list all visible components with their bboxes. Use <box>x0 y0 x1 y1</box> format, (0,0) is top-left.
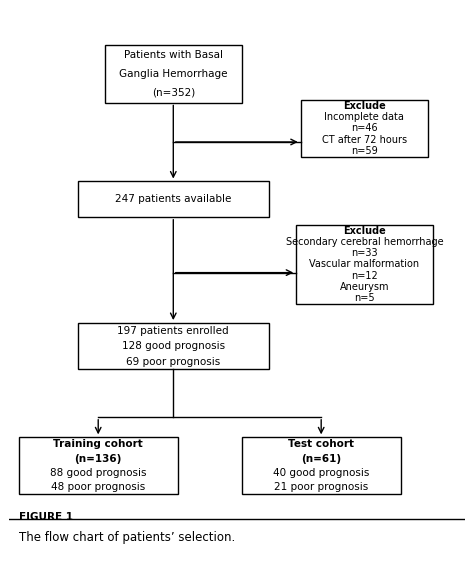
FancyBboxPatch shape <box>78 323 269 369</box>
FancyBboxPatch shape <box>301 100 428 157</box>
Text: Patients with Basal: Patients with Basal <box>124 50 223 60</box>
Text: (n=61): (n=61) <box>301 454 341 464</box>
Text: The flow chart of patients’ selection.: The flow chart of patients’ selection. <box>18 531 235 544</box>
Text: 128 good prognosis: 128 good prognosis <box>122 341 225 351</box>
FancyBboxPatch shape <box>18 437 178 494</box>
Text: n=59: n=59 <box>351 146 378 156</box>
Text: Aneurysm: Aneurysm <box>340 282 389 292</box>
Text: 40 good prognosis: 40 good prognosis <box>273 468 369 478</box>
FancyBboxPatch shape <box>242 437 401 494</box>
FancyBboxPatch shape <box>78 181 269 217</box>
Text: Vascular malformation: Vascular malformation <box>310 260 419 269</box>
Text: CT after 72 hours: CT after 72 hours <box>322 135 407 145</box>
Text: n=46: n=46 <box>351 124 378 133</box>
Text: Exclude: Exclude <box>343 100 386 111</box>
Text: Test cohort: Test cohort <box>288 439 354 450</box>
FancyBboxPatch shape <box>105 45 242 103</box>
Text: 88 good prognosis: 88 good prognosis <box>50 468 146 478</box>
Text: 197 patients enrolled: 197 patients enrolled <box>118 325 229 336</box>
Text: n=33: n=33 <box>351 248 378 258</box>
FancyBboxPatch shape <box>296 225 433 304</box>
Text: Incomplete data: Incomplete data <box>325 112 404 122</box>
Text: 48 poor prognosis: 48 poor prognosis <box>51 483 146 492</box>
Text: Training cohort: Training cohort <box>54 439 143 450</box>
Text: Exclude: Exclude <box>343 226 386 236</box>
Text: n=12: n=12 <box>351 270 378 281</box>
Text: n=5: n=5 <box>354 293 375 303</box>
Text: 21 poor prognosis: 21 poor prognosis <box>274 483 368 492</box>
Text: Secondary cerebral hemorrhage: Secondary cerebral hemorrhage <box>286 237 443 247</box>
Text: 69 poor prognosis: 69 poor prognosis <box>126 357 220 366</box>
Text: FIGURE 1: FIGURE 1 <box>18 512 73 522</box>
Text: Ganglia Hemorrhage: Ganglia Hemorrhage <box>119 69 228 79</box>
Text: 247 patients available: 247 patients available <box>115 194 231 204</box>
Text: (n=352): (n=352) <box>152 88 195 98</box>
Text: (n=136): (n=136) <box>74 454 122 464</box>
